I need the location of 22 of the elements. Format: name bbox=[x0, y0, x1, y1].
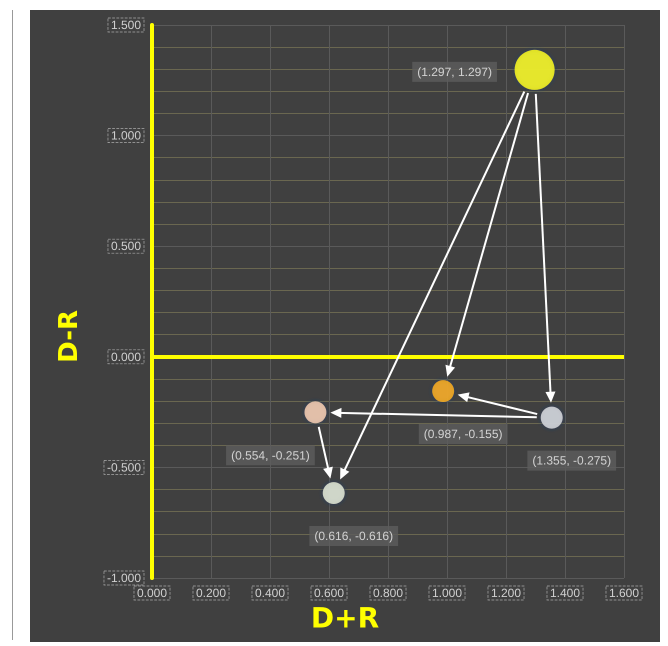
x-tick-label: 0.000 bbox=[136, 586, 168, 600]
x-tick-label: 1.400 bbox=[550, 586, 580, 600]
data-label: (0.616, -0.616) bbox=[314, 529, 394, 544]
data-label: (1.355, -0.275) bbox=[532, 454, 612, 468]
y-tick-label: 1.500 bbox=[110, 18, 142, 32]
x-tick-label: 0.200 bbox=[196, 586, 226, 600]
data-label: (0.987, -0.155) bbox=[424, 427, 503, 442]
x-tick-label: 0.400 bbox=[254, 586, 286, 600]
x-tick-label: 1.200 bbox=[490, 586, 522, 600]
x-tick-label: 1.000 bbox=[432, 586, 462, 600]
data-label: (1.297, 1.297) bbox=[417, 64, 492, 79]
y-tick-label: 1.000 bbox=[110, 128, 142, 143]
y-axis-title: D-R bbox=[54, 310, 84, 363]
y-tick-label: 0.000 bbox=[110, 350, 142, 364]
y-tick-label: -1.000 bbox=[106, 571, 142, 585]
x-axis-title: D+R bbox=[310, 602, 380, 634]
x-tick-label: 1.600 bbox=[608, 586, 640, 600]
x-tick-label: 0.600 bbox=[314, 586, 344, 600]
data-label: (0.554, -0.251) bbox=[231, 448, 310, 462]
y-tick-label: -0.500 bbox=[106, 460, 142, 474]
x-tick-label: 0.800 bbox=[372, 586, 404, 600]
y-tick-label: 0.500 bbox=[110, 239, 142, 254]
